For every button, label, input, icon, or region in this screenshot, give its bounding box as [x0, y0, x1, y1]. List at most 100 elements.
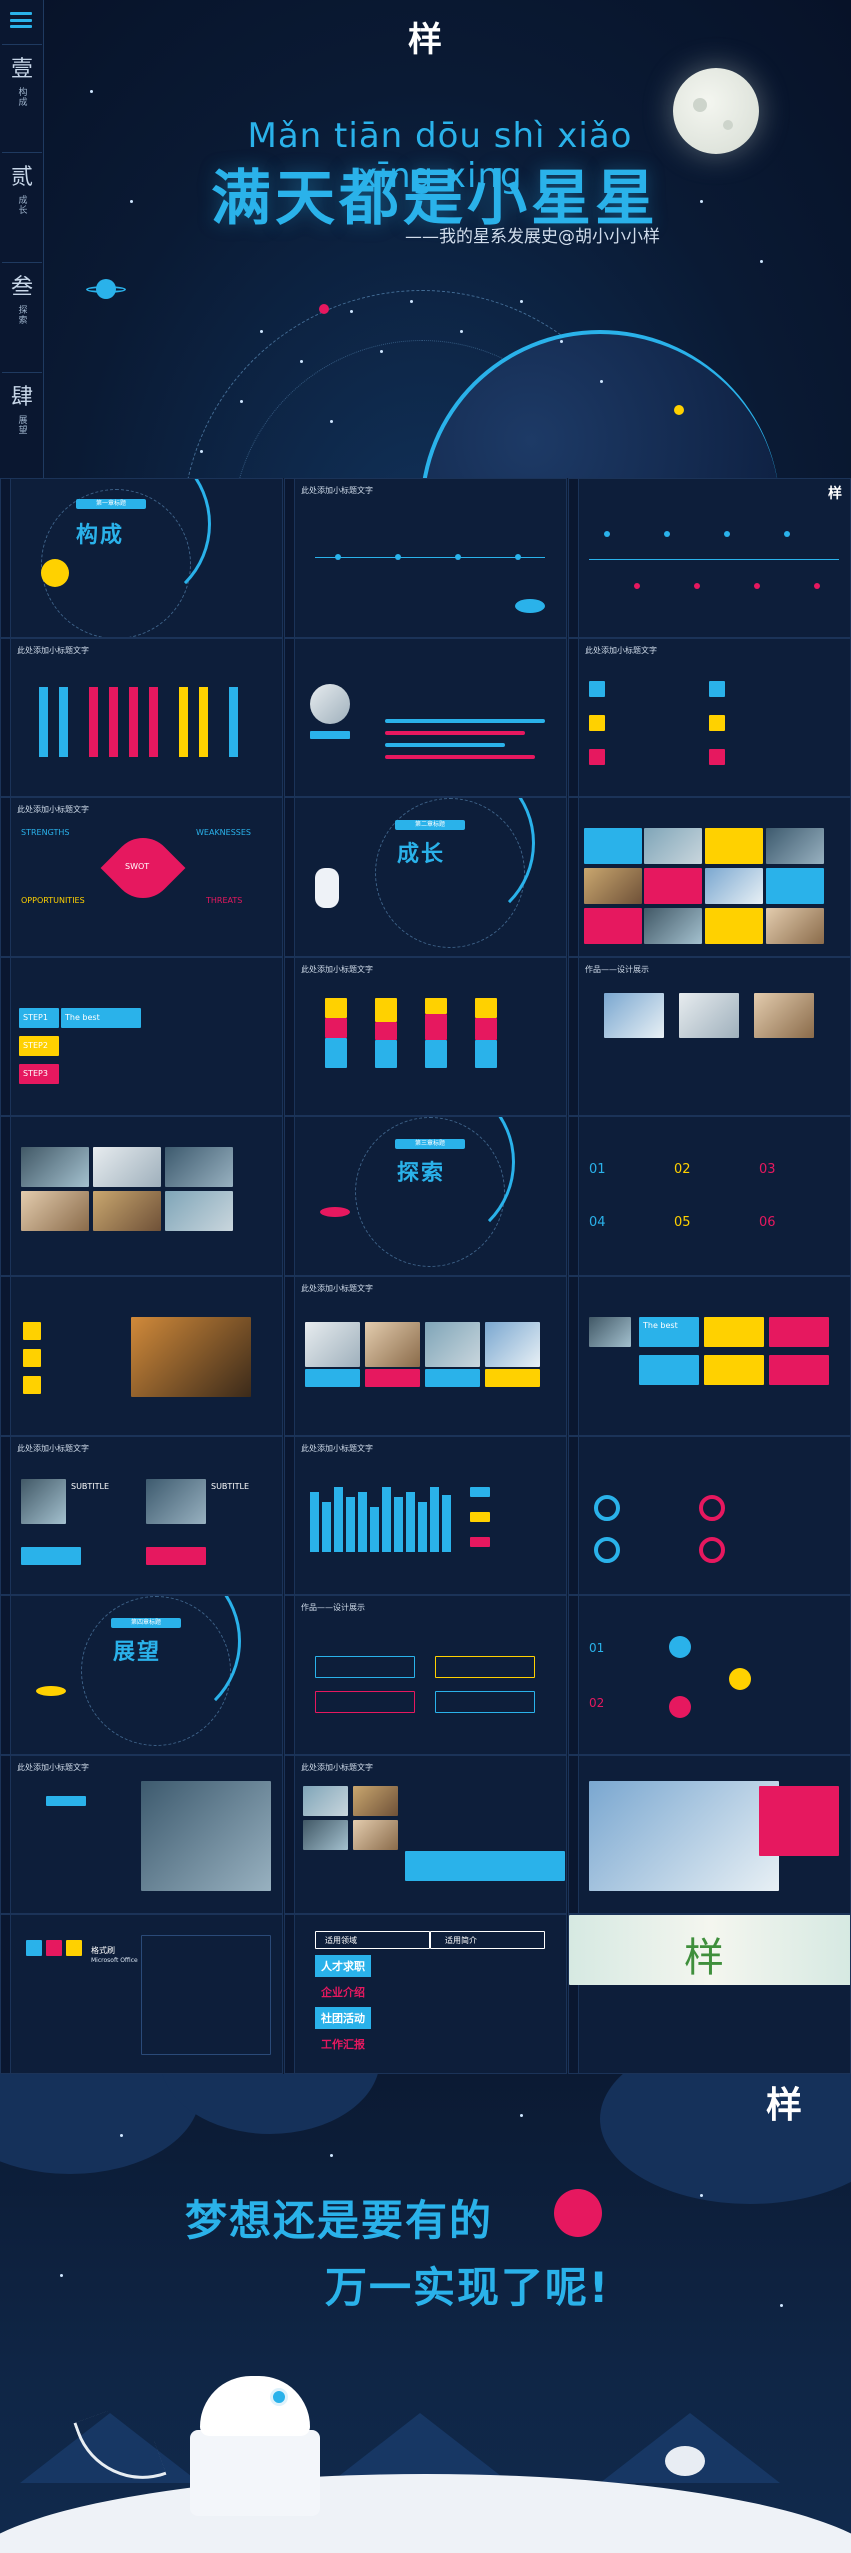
slide-title: 此处添加小标题文字	[301, 1283, 373, 1293]
closing-line-1: 梦想还是要有的	[185, 2196, 494, 2245]
yellow-planet-dot	[674, 405, 684, 415]
planet-icon	[41, 559, 69, 587]
slide-work-1[interactable]: 作品——设计展示	[568, 956, 851, 1117]
slide-photo-right[interactable]: 此处添加小标题文字	[0, 1754, 283, 1915]
best-label: The best	[643, 1320, 678, 1330]
planet-icon	[515, 599, 545, 613]
slide-numbered[interactable]: 01 02 03 04 05 06	[568, 1116, 851, 1276]
ufo-icon	[320, 1207, 350, 1218]
slide-section-3[interactable]: 第三章标题 探索	[284, 1116, 567, 1276]
slide-pattern-grid[interactable]	[0, 1116, 283, 1276]
slide-steps[interactable]: STEP1 STEP2 STEP3 The best	[0, 956, 283, 1117]
swot-w: WEAKNESSES	[196, 828, 252, 838]
section-word: 成长	[397, 842, 446, 868]
swot-o: OPPORTUNITIES	[21, 896, 85, 906]
sidebar-label: 展望	[16, 415, 27, 435]
slide-best-tiles[interactable]: The best	[568, 1275, 851, 1436]
slide-title: 此处添加小标题文字	[17, 645, 89, 655]
section-badge: 第四章标题	[111, 1618, 181, 1629]
num-label: 02	[674, 1162, 691, 1178]
slide-profile[interactable]	[284, 637, 567, 798]
slide-feature-photo[interactable]	[568, 1754, 851, 1915]
slide-icon-list[interactable]	[0, 1275, 283, 1436]
table-row: 工作汇报	[321, 2038, 365, 2052]
best-label: The best	[65, 1012, 100, 1022]
slide-logo: 样	[828, 486, 842, 502]
end-logo: 样	[684, 1935, 724, 1982]
closing-line-2: 万一实现了呢!	[325, 2263, 611, 2312]
title-slide: 壹 构成 贰 成长 叁 探索 肆 展望 样 Mǎn tiān dōu shì x…	[0, 0, 851, 478]
swot-center: SWOT	[125, 862, 150, 872]
subtitle-label: SUBTITLE	[71, 1481, 110, 1491]
red-planet-dot	[319, 304, 329, 314]
closing-slide: 样 梦想还是要有的 万一实现了呢!	[0, 2074, 851, 2553]
slide-title: 作品——设计展示	[585, 964, 649, 974]
sidebar-item-1[interactable]: 壹 构成	[2, 44, 42, 140]
moon-ground	[0, 2474, 851, 2553]
slide-subtitle[interactable]: 此处添加小标题文字 SUBTITLE SUBTITLE	[0, 1435, 283, 1596]
sidebar-item-4[interactable]: 肆 展望	[2, 372, 42, 468]
slide-title: 此处添加小标题文字	[301, 964, 373, 974]
font-meta: Microsoft Office	[91, 1957, 138, 1965]
table-row: 社团活动	[315, 2007, 371, 2030]
sidebar-item-2[interactable]: 贰 成长	[2, 152, 42, 248]
avatar	[310, 683, 350, 724]
section-badge: 第二章标题	[395, 820, 465, 831]
section-word: 构成	[76, 523, 125, 548]
slide-title: 此处添加小标题文字	[17, 1443, 89, 1453]
step-label: STEP3	[23, 1068, 48, 1078]
swot-t: THREATS	[206, 896, 243, 906]
slide-timeline-1[interactable]: 此处添加小标题文字	[284, 478, 567, 638]
slide-icons[interactable]: 此处添加小标题文字	[568, 637, 851, 798]
step-label: STEP2	[23, 1040, 48, 1050]
sidebar-item-3[interactable]: 叁 探索	[2, 262, 42, 358]
slide-photos-row[interactable]: 此处添加小标题文字	[284, 1275, 567, 1436]
slide-swot[interactable]: 此处添加小标题文字 STRENGTHS WEAKNESSES OPPORTUNI…	[0, 797, 283, 957]
sidebar-label: 构成	[16, 87, 27, 107]
font-label: 格式刷	[91, 1946, 115, 1956]
slide-work-2[interactable]: 作品——设计展示	[284, 1595, 567, 1755]
num-label: 03	[759, 1162, 776, 1178]
slide-section-4[interactable]: 第四章标题 展望	[0, 1595, 283, 1755]
sidebar-label: 探索	[16, 305, 27, 325]
slide-title: 此处添加小标题文字	[17, 1762, 89, 1772]
section-word: 探索	[397, 1161, 446, 1187]
slide-donuts[interactable]	[568, 1435, 851, 1596]
hero-pinyin: Mǎn tiān dōu shì xiǎo xīng xing	[247, 116, 633, 196]
table-head-right: 适用简介	[445, 1936, 477, 1946]
sidebar-num: 贰	[10, 165, 33, 190]
slide-section-2[interactable]: 第二章标题 成长	[284, 797, 567, 957]
num-label: 01	[589, 1162, 606, 1178]
brand-logo: 样	[408, 20, 442, 60]
slide-thumbnail-grid: 第一章标题 构成 此处添加小标题文字 样 此处添加小标题文字	[0, 478, 851, 2074]
slide-collage[interactable]: 此处添加小标题文字	[284, 1754, 567, 1915]
num-label: 04	[589, 1215, 606, 1231]
num-label: 06	[759, 1215, 776, 1231]
robot-icon	[190, 2376, 320, 2516]
num-label: 02	[589, 1696, 605, 1711]
section-word: 展望	[113, 1640, 162, 1666]
slide-photo-grid-1[interactable]	[568, 797, 851, 957]
subtitle-label: SUBTITLE	[211, 1481, 250, 1491]
slide-usage-table[interactable]: 适用领域 适用简介 人才求职 企业介绍 社团活动 工作汇报	[284, 1914, 567, 2074]
slide-title: 此处添加小标题文字	[301, 1762, 373, 1772]
red-planet-icon	[554, 2189, 602, 2237]
slide-font-palette[interactable]: 格式刷 Microsoft Office	[0, 1914, 283, 2074]
slide-end-logo[interactable]: 样	[568, 1914, 851, 2074]
step-label: STEP1	[23, 1012, 48, 1022]
slide-title: 此处添加小标题文字	[17, 805, 89, 815]
sidebar-num: 肆	[10, 385, 33, 410]
table-row: 企业介绍	[321, 1986, 365, 2000]
slide-title: 此处添加小标题文字	[301, 1443, 373, 1453]
sidebar-label: 成长	[16, 195, 27, 215]
slide-process[interactable]: 01 02	[568, 1595, 851, 1755]
slide-bars[interactable]: 此处添加小标题文字	[0, 637, 283, 798]
slide-bar-chart[interactable]: 此处添加小标题文字	[284, 1435, 567, 1596]
menu-icon[interactable]	[10, 12, 32, 28]
ufo-icon	[36, 1686, 66, 1697]
saturn-icon	[86, 275, 126, 303]
slide-section-1[interactable]: 第一章标题 构成	[0, 478, 283, 638]
slide-stacked-bars[interactable]: 此处添加小标题文字	[284, 956, 567, 1117]
slide-timeline-2[interactable]: 样	[568, 478, 851, 638]
moon-icon	[673, 68, 759, 154]
